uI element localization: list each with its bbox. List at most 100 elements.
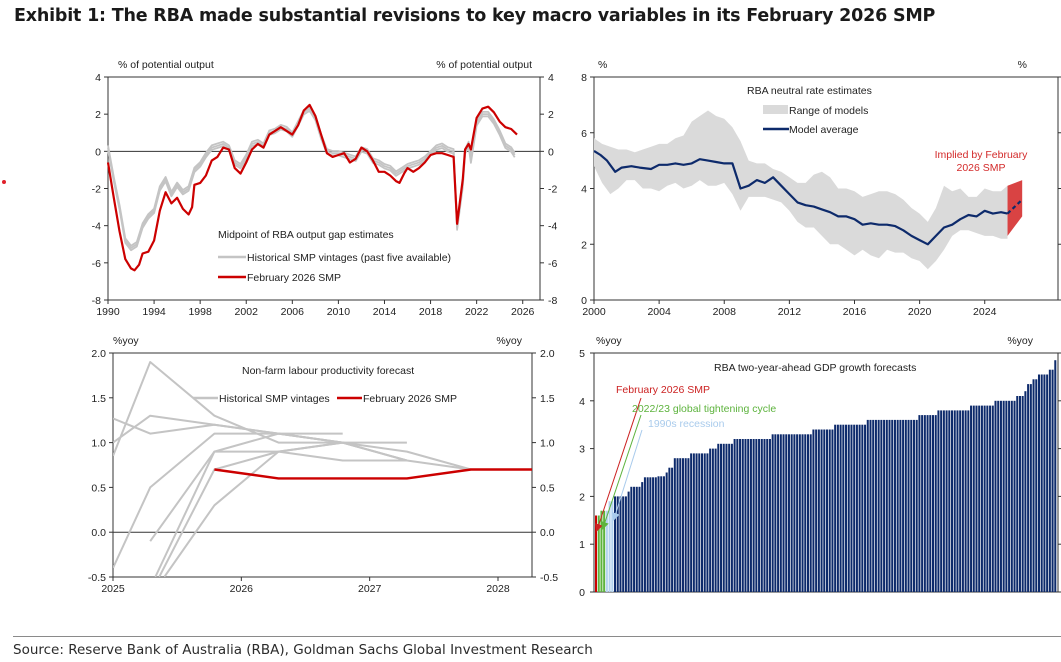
gdp-forecast-bar xyxy=(907,419,910,592)
y-tick-label-left: 0 xyxy=(581,295,587,307)
gdp-forecast-bar xyxy=(883,419,886,592)
gdp-forecast-bar xyxy=(861,424,864,592)
annotation-arrow xyxy=(595,397,642,532)
gdp-forecast-bar xyxy=(779,434,782,592)
x-tick-label: 1998 xyxy=(188,306,212,318)
y-tick-label-left: 0.5 xyxy=(91,482,106,494)
y-tick-label-right: 1.0 xyxy=(540,438,555,450)
y-axis-label-left: %yoy xyxy=(596,335,622,347)
gdp-forecast-bar xyxy=(657,476,660,592)
annotation-label: February 2026 SMP xyxy=(616,384,710,396)
gdp-forecast-bar xyxy=(633,486,636,592)
chart-title: RBA two-year-ahead GDP growth forecasts xyxy=(714,362,916,374)
gdp-forecast-bar xyxy=(1027,384,1030,592)
gdp-forecast-bar xyxy=(880,419,883,592)
gdp-forecast-bar xyxy=(937,410,940,592)
chart-title: Midpoint of RBA output gap estimates xyxy=(218,229,394,241)
gdp-forecast-bar xyxy=(959,410,962,592)
gdp-forecast-bar xyxy=(934,415,937,592)
gdp-forecast-bar xyxy=(804,434,807,592)
feb2026-line xyxy=(214,468,532,480)
gdp-forecast-bar xyxy=(668,467,671,592)
red-marker-dot xyxy=(2,180,6,184)
x-tick-label: 2004 xyxy=(647,306,671,318)
gdp-forecast-bar xyxy=(891,419,894,592)
gdp-forecast-bar xyxy=(611,501,614,592)
x-tick-label: 2012 xyxy=(778,306,802,318)
gdp-forecast-bar xyxy=(649,477,652,592)
y-tick-label-right: 2.0 xyxy=(540,348,555,360)
gdp-forecast-bar xyxy=(749,439,752,592)
gdp-forecast-bar xyxy=(660,476,663,592)
gdp-forecast-bar xyxy=(885,419,888,592)
model-average-line xyxy=(593,149,1008,246)
gdp-forecast-bar xyxy=(956,410,959,592)
gdp-forecast-bar xyxy=(722,443,725,592)
implied-annotation-line1: Implied by February xyxy=(935,149,1029,161)
gdp-forecast-bar xyxy=(1002,400,1005,592)
y-tick-label-left: 1 xyxy=(579,539,585,551)
gdp-forecast-bar xyxy=(918,415,921,592)
gdp-forecast-bar xyxy=(741,439,744,592)
gdp-forecast-bar xyxy=(948,410,951,592)
gdp-forecast-bar xyxy=(673,458,676,592)
gdp-forecast-bar xyxy=(1016,396,1019,592)
historical-vintage-line xyxy=(154,432,343,577)
historical-vintage-line xyxy=(149,450,407,542)
gdp-forecast-bar xyxy=(823,429,826,592)
gdp-forecast-bar xyxy=(970,405,973,592)
gdp-forecast-bar xyxy=(896,419,899,592)
gdp-forecast-bar xyxy=(926,415,929,592)
gdp-forecast-bar xyxy=(605,510,608,592)
gdp-forecast-bar xyxy=(1021,396,1024,592)
gdp-forecast-bar xyxy=(853,424,856,592)
y-tick-label-left: 1.0 xyxy=(91,438,106,450)
gdp-forecast-bar xyxy=(671,467,674,592)
gdp-forecast-bar xyxy=(842,424,845,592)
y-axis-label-left: % of potential output xyxy=(118,59,214,71)
gdp-forecast-chart: %yoy %yoy 001122334455 RBA two-year-ahea… xyxy=(579,335,1061,599)
gdp-forecast-bar xyxy=(855,424,858,592)
gdp-forecast-bar xyxy=(684,458,687,592)
y-tick-label-left: 3 xyxy=(579,444,585,456)
gdp-forecast-bar xyxy=(877,419,880,592)
y-tick-label-right: 4 xyxy=(548,72,554,84)
gdp-forecast-bar xyxy=(616,496,619,592)
gdp-forecast-bar xyxy=(635,486,638,592)
legend-swatch-range xyxy=(763,105,788,114)
gdp-forecast-bar xyxy=(902,419,905,592)
gdp-forecast-bar xyxy=(687,458,690,592)
gdp-forecast-bar xyxy=(806,434,809,592)
gdp-forecast-bar xyxy=(899,419,902,592)
gdp-forecast-bar xyxy=(703,453,706,592)
gdp-forecast-bar xyxy=(986,405,989,592)
y-axis-label-left: %yoy xyxy=(113,335,139,347)
y-tick-label-left: 4 xyxy=(581,184,587,196)
gdp-forecast-bar xyxy=(964,410,967,592)
gdp-forecast-bar xyxy=(953,410,956,592)
gdp-forecast-bar xyxy=(847,424,850,592)
gdp-forecast-bar xyxy=(850,424,853,592)
x-tick-label: 2018 xyxy=(419,306,443,318)
gdp-forecast-bar xyxy=(752,439,755,592)
gdp-forecast-bar xyxy=(763,439,766,592)
gdp-forecast-bar xyxy=(929,415,932,592)
gdp-forecast-bar xyxy=(771,434,774,592)
gdp-forecast-bar xyxy=(980,405,983,592)
gdp-forecast-bar xyxy=(945,410,948,592)
gdp-forecast-bar xyxy=(1040,374,1043,592)
source-divider xyxy=(13,636,1061,637)
x-tick-label: 2006 xyxy=(281,306,305,318)
gdp-forecast-bar xyxy=(747,439,750,592)
gdp-forecast-bar xyxy=(730,443,733,592)
gdp-forecast-bar xyxy=(624,496,627,592)
gdp-forecast-bar xyxy=(931,415,935,592)
source-note: Source: Reserve Bank of Australia (RBA),… xyxy=(13,642,593,658)
gdp-forecast-bar xyxy=(951,410,954,592)
gdp-forecast-bar xyxy=(997,400,1000,592)
y-tick-label-left: 8 xyxy=(581,72,587,84)
x-tick-label: 2024 xyxy=(973,306,997,318)
gdp-forecast-bar xyxy=(831,429,834,592)
y-tick-label-right: 2 xyxy=(548,109,554,121)
legend-label-feb2026: February 2026 SMP xyxy=(247,272,341,284)
